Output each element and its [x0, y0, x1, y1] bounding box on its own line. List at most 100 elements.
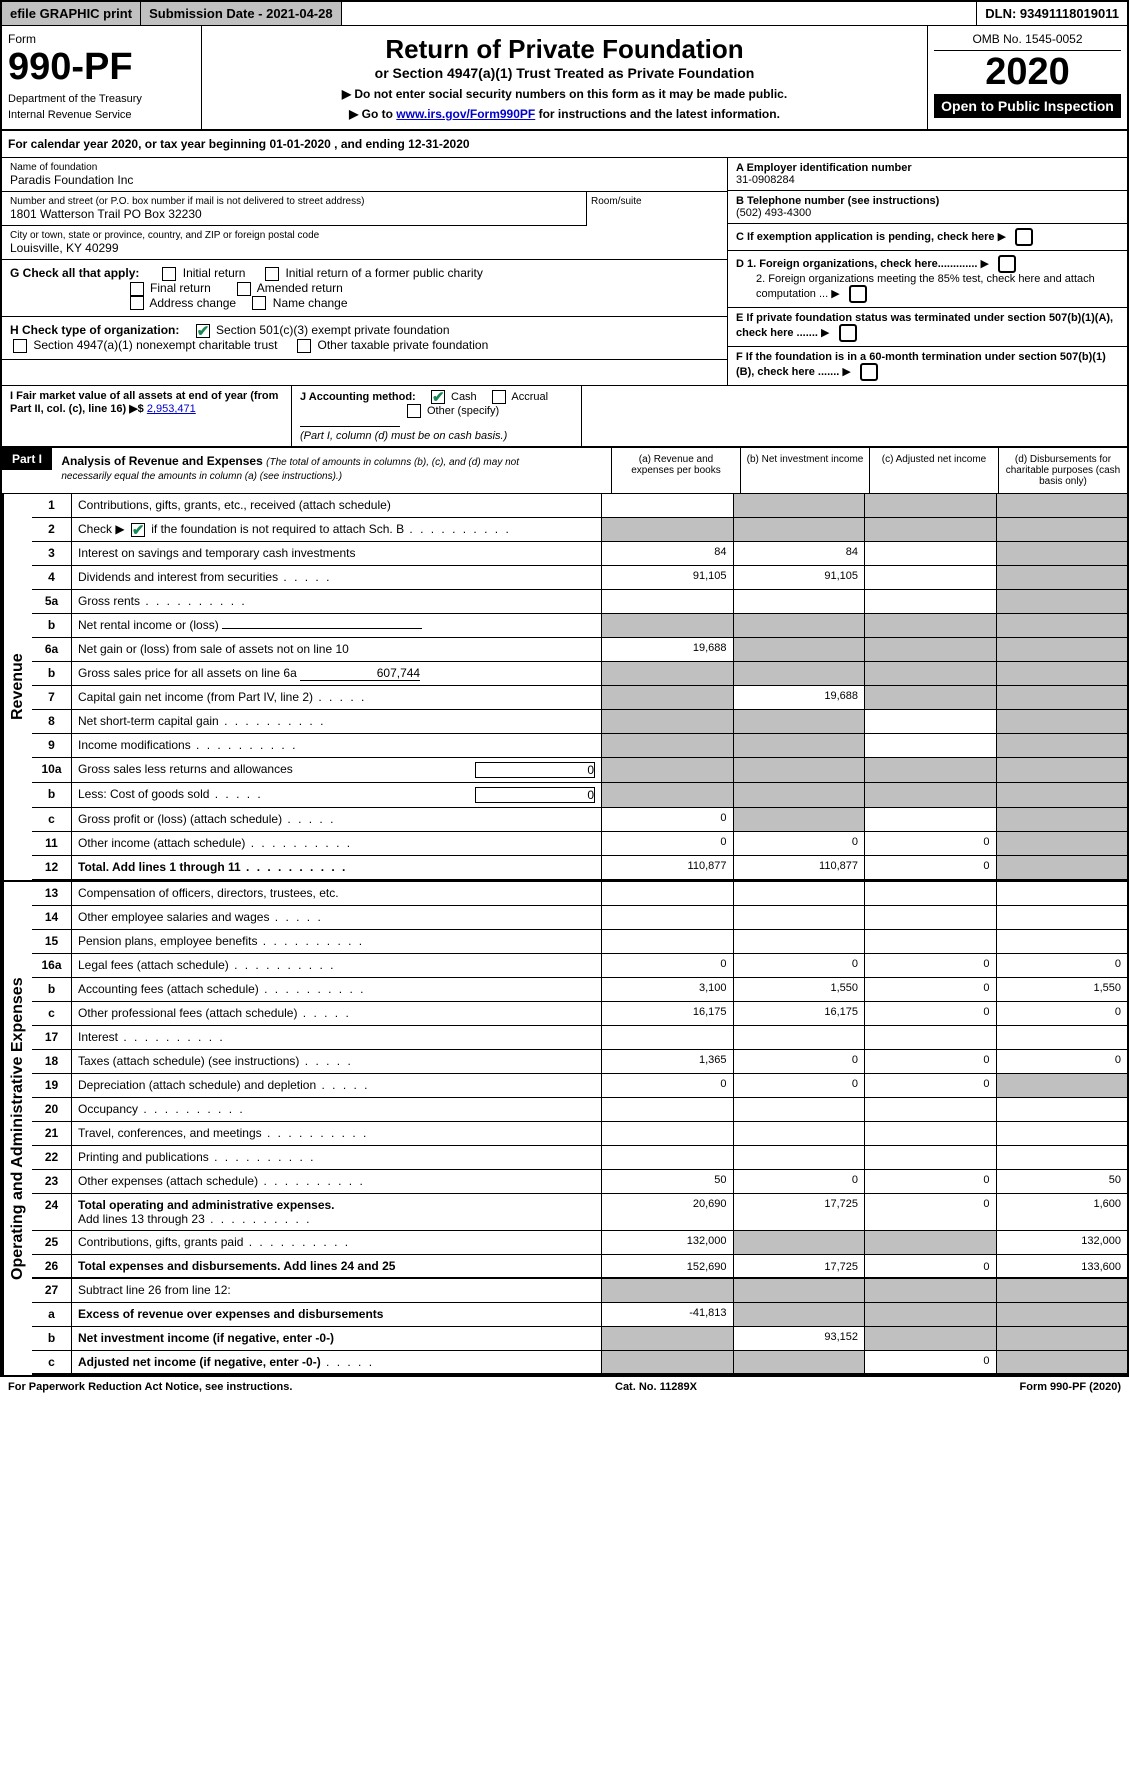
- final-return-checkbox[interactable]: [130, 282, 144, 296]
- r14-b: [734, 906, 866, 929]
- r6b-d: [997, 662, 1128, 685]
- r27a-b: [734, 1303, 866, 1326]
- r16c-num: c: [32, 1002, 72, 1025]
- r21-d: [997, 1122, 1128, 1145]
- 501c3-checkbox[interactable]: [196, 324, 210, 338]
- r15-d: [997, 930, 1128, 953]
- r23-label: Other expenses (attach schedule): [72, 1170, 602, 1193]
- r24-d: 1,600: [997, 1194, 1128, 1230]
- irs-link[interactable]: www.irs.gov/Form990PF: [396, 107, 535, 121]
- row-27: 27Subtract line 26 from line 12:: [32, 1279, 1127, 1303]
- row-17: 17Interest: [32, 1026, 1127, 1050]
- r27c-b: [734, 1351, 866, 1373]
- r16b-d: 1,550: [997, 978, 1128, 1001]
- r8-b: [734, 710, 866, 733]
- r16c-b: 16,175: [734, 1002, 866, 1025]
- r8-num: 8: [32, 710, 72, 733]
- r2-c: [865, 518, 997, 541]
- r18-c: 0: [865, 1050, 997, 1073]
- r13-num: 13: [32, 882, 72, 905]
- header-left: Form 990-PF Department of the Treasury I…: [2, 26, 202, 129]
- r15-l: Pension plans, employee benefits: [78, 934, 257, 948]
- r5a-b: [734, 590, 866, 613]
- row-27a: aExcess of revenue over expenses and dis…: [32, 1303, 1127, 1327]
- row-9: 9Income modifications: [32, 734, 1127, 758]
- r5b-num: b: [32, 614, 72, 637]
- r16c-a: 16,175: [602, 1002, 734, 1025]
- r16c-c: 0: [865, 1002, 997, 1025]
- j-note: (Part I, column (d) must be on cash basi…: [300, 430, 507, 442]
- r6b-num: b: [32, 662, 72, 685]
- r10a-d: [997, 758, 1128, 782]
- row-26: 26Total expenses and disbursements. Add …: [32, 1255, 1127, 1279]
- d2-checkbox[interactable]: [849, 285, 867, 303]
- e-checkbox[interactable]: [839, 324, 857, 342]
- d1-checkbox[interactable]: [998, 255, 1016, 273]
- r2-l2: if the foundation is not required to att…: [151, 522, 404, 536]
- topbar-spacer: [342, 2, 978, 25]
- r19-a: 0: [602, 1074, 734, 1097]
- row-22: 22Printing and publications: [32, 1146, 1127, 1170]
- f-checkbox[interactable]: [860, 363, 878, 381]
- r18-b: 0: [734, 1050, 866, 1073]
- r13-b: [734, 882, 866, 905]
- city-cell: City or town, state or province, country…: [2, 226, 727, 260]
- r16b-c: 0: [865, 978, 997, 1001]
- r22-l: Printing and publications: [78, 1150, 209, 1164]
- r9-l: Income modifications: [78, 738, 191, 752]
- f-label: F If the foundation is in a 60-month ter…: [736, 351, 1106, 378]
- r27b-a: [602, 1327, 734, 1350]
- initial-return-checkbox[interactable]: [162, 267, 176, 281]
- r16a-a: 0: [602, 954, 734, 977]
- form-container: efile GRAPHIC print Submission Date - 20…: [0, 0, 1129, 1377]
- r27c-num: c: [32, 1351, 72, 1373]
- foundation-name-cell: Name of foundation Paradis Foundation In…: [2, 158, 727, 192]
- row-16c: cOther professional fees (attach schedul…: [32, 1002, 1127, 1026]
- r10b-l: Less: Cost of goods sold: [78, 787, 209, 801]
- row-27b: bNet investment income (if negative, ent…: [32, 1327, 1127, 1351]
- r23-a: 50: [602, 1170, 734, 1193]
- r6a-d: [997, 638, 1128, 661]
- r20-num: 20: [32, 1098, 72, 1121]
- r24-label: Total operating and administrative expen…: [72, 1194, 602, 1230]
- r6a-label: Net gain or (loss) from sale of assets n…: [72, 638, 602, 661]
- dept-treasury: Department of the Treasury: [8, 93, 195, 105]
- 4947-checkbox[interactable]: [13, 339, 27, 353]
- r10c-a: 0: [602, 808, 734, 831]
- r10b-label: Less: Cost of goods sold 0: [72, 783, 602, 807]
- part1-header-row: Part I Analysis of Revenue and Expenses …: [2, 448, 1127, 494]
- r16c-label: Other professional fees (attach schedule…: [72, 1002, 602, 1025]
- other-method-checkbox[interactable]: [407, 404, 421, 418]
- sch-b-checkbox[interactable]: [131, 523, 145, 537]
- r16a-l: Legal fees (attach schedule): [78, 958, 229, 972]
- amended-checkbox[interactable]: [237, 282, 251, 296]
- r17-a: [602, 1026, 734, 1049]
- name-change-checkbox[interactable]: [252, 296, 266, 310]
- addr-change-checkbox[interactable]: [130, 296, 144, 310]
- r9-c: [865, 734, 997, 757]
- r10a-label: Gross sales less returns and allowances …: [72, 758, 602, 782]
- row-4: 4Dividends and interest from securities9…: [32, 566, 1127, 590]
- r27-label: Subtract line 26 from line 12:: [72, 1279, 602, 1302]
- r2-label: Check ▶ if the foundation is not require…: [72, 518, 602, 541]
- accrual-checkbox[interactable]: [492, 390, 506, 404]
- r1-b: [734, 494, 866, 517]
- r22-b: [734, 1146, 866, 1169]
- r10a-b: [734, 758, 866, 782]
- r6b-b: [734, 662, 866, 685]
- r11-c: 0: [865, 832, 997, 855]
- r10b-d: [997, 783, 1128, 807]
- r13-c: [865, 882, 997, 905]
- col-c-header: (c) Adjusted net income: [870, 448, 999, 493]
- address-row: Number and street (or P.O. box number if…: [2, 192, 727, 226]
- r17-l: Interest: [78, 1030, 118, 1044]
- col-b-header: (b) Net investment income: [741, 448, 870, 493]
- r12-num: 12: [32, 856, 72, 879]
- cash-checkbox[interactable]: [431, 390, 445, 404]
- c-checkbox[interactable]: [1015, 228, 1033, 246]
- initial-pub-checkbox[interactable]: [265, 267, 279, 281]
- row-24: 24Total operating and administrative exp…: [32, 1194, 1127, 1231]
- r25-num: 25: [32, 1231, 72, 1254]
- r16a-label: Legal fees (attach schedule): [72, 954, 602, 977]
- other-taxable-checkbox[interactable]: [297, 339, 311, 353]
